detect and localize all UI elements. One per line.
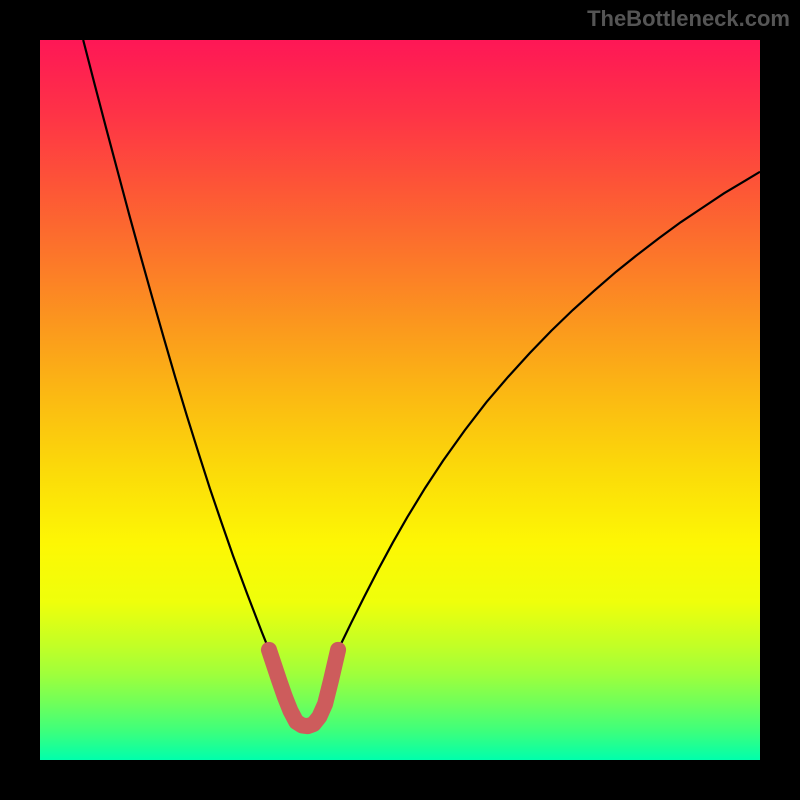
- chart-root: TheBottleneck.com: [0, 0, 800, 800]
- curve-layer: [40, 40, 760, 760]
- bottom-u-curve: [269, 650, 338, 726]
- right-curve: [338, 172, 760, 650]
- plot-area: [40, 40, 760, 760]
- left-curve: [83, 40, 269, 650]
- watermark-text: TheBottleneck.com: [587, 6, 790, 32]
